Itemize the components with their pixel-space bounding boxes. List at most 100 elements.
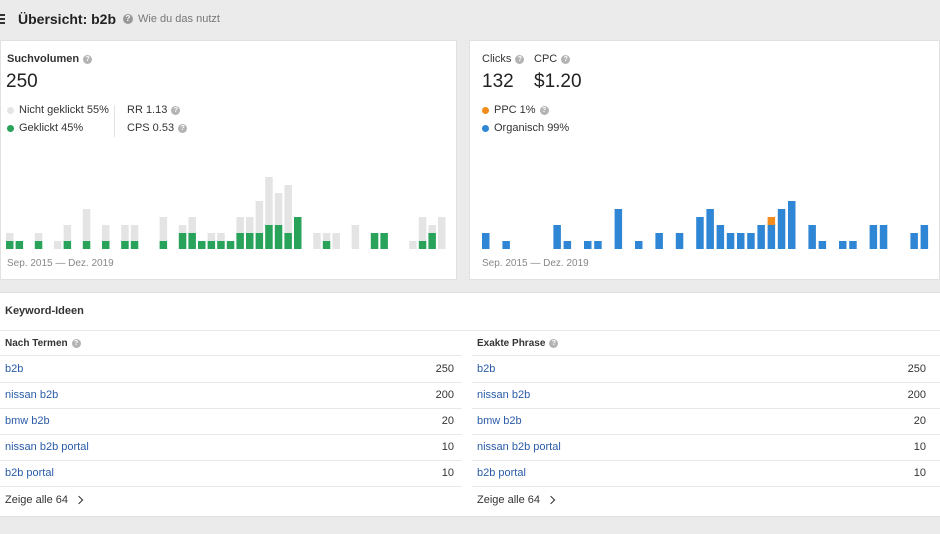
keyword-link[interactable]: bmw b2b (5, 415, 50, 427)
chart-bar[interactable] (246, 233, 254, 249)
chart-bar[interactable] (502, 241, 510, 249)
chart-bar[interactable] (178, 225, 187, 233)
chart-bar[interactable] (265, 225, 273, 249)
chart-bar[interactable] (226, 241, 235, 249)
chart-bar[interactable] (438, 217, 446, 249)
chart-bar[interactable] (594, 241, 602, 249)
cpc-help-icon[interactable]: ? (561, 55, 571, 64)
chart-bar[interactable] (63, 241, 72, 249)
chart-bar[interactable] (217, 233, 225, 241)
chart-bar[interactable] (322, 241, 331, 249)
chart-bar[interactable] (767, 217, 776, 225)
chart-bar[interactable] (869, 225, 878, 249)
chart-bar[interactable] (34, 241, 43, 249)
chart-bar[interactable] (217, 241, 225, 249)
chart-bar[interactable] (428, 225, 436, 233)
ppc-help-icon[interactable]: ? (539, 105, 549, 115)
chart-bar[interactable] (274, 225, 283, 249)
chart-bar[interactable] (675, 233, 684, 249)
chart-bar[interactable] (920, 225, 929, 249)
chart-bar[interactable] (102, 225, 110, 241)
chart-bar[interactable] (409, 241, 417, 249)
chart-bar[interactable] (380, 233, 388, 249)
chart-bar[interactable] (102, 241, 110, 249)
chart-bar[interactable] (284, 233, 292, 249)
chart-bar[interactable] (82, 209, 91, 241)
show-all-exact-link[interactable]: Zeige alle 64 (477, 494, 556, 506)
chart-bar[interactable] (265, 177, 273, 225)
chart-bar[interactable] (737, 233, 745, 249)
chart-bar[interactable] (130, 225, 139, 241)
keyword-link[interactable]: b2b (5, 363, 24, 375)
chart-bar[interactable] (121, 225, 129, 241)
chart-bar[interactable] (726, 233, 735, 249)
show-all-terms-link[interactable]: Zeige alle 64 (5, 494, 84, 506)
chart-bar[interactable] (614, 209, 623, 249)
cps-help-icon[interactable]: ? (178, 123, 188, 133)
chart-bar[interactable] (849, 241, 857, 249)
chart-bar[interactable] (818, 241, 827, 249)
chart-bar[interactable] (563, 241, 572, 249)
chart-bar[interactable] (757, 225, 765, 249)
chart-bar[interactable] (418, 241, 427, 249)
chart-bar[interactable] (716, 225, 725, 249)
chart-bar[interactable] (418, 217, 427, 241)
chart-bar[interactable] (482, 233, 490, 249)
chart-bar[interactable] (284, 185, 292, 233)
chart-bar[interactable] (910, 233, 918, 249)
chart-bar[interactable] (6, 233, 14, 241)
menu-icon[interactable] (0, 14, 5, 24)
chart-bar[interactable] (747, 233, 755, 249)
chart-bar[interactable] (121, 241, 129, 249)
chart-bar[interactable] (63, 225, 72, 241)
chart-bar[interactable] (246, 217, 254, 233)
chart-bar[interactable] (274, 193, 283, 225)
keyword-link[interactable]: b2b (477, 363, 496, 375)
keyword-link[interactable]: nissan b2b portal (477, 441, 561, 453)
chart-bar[interactable] (6, 241, 14, 249)
keyword-link[interactable]: b2b portal (5, 467, 54, 479)
chart-bar[interactable] (159, 217, 168, 241)
chart-bar[interactable] (322, 233, 331, 241)
clicks-help-icon[interactable]: ? (515, 55, 525, 64)
exact-help-icon[interactable]: ? (549, 339, 559, 348)
chart-bar[interactable] (808, 225, 816, 249)
chart-bar[interactable] (236, 233, 244, 249)
keyword-link[interactable]: bmw b2b (477, 415, 522, 427)
chart-bar[interactable] (696, 217, 704, 249)
chart-bar[interactable] (198, 241, 206, 249)
chart-bar[interactable] (82, 241, 91, 249)
chart-bar[interactable] (159, 241, 168, 249)
chart-bar[interactable] (839, 241, 847, 249)
chart-bar[interactable] (635, 241, 643, 249)
keyword-link[interactable]: nissan b2b portal (5, 441, 89, 453)
chart-bar[interactable] (584, 241, 592, 249)
chart-bar[interactable] (15, 241, 24, 249)
chart-bar[interactable] (553, 225, 561, 249)
chart-bar[interactable] (255, 233, 264, 249)
chart-bar[interactable] (294, 217, 302, 249)
rr-help-icon[interactable]: ? (171, 105, 181, 115)
chart-bar[interactable] (207, 233, 216, 241)
chart-bar[interactable] (188, 217, 196, 233)
chart-bar[interactable] (370, 233, 379, 249)
chart-bar[interactable] (207, 241, 216, 249)
chart-bar[interactable] (34, 233, 43, 241)
chart-bar[interactable] (188, 233, 196, 249)
help-link[interactable]: ? Wie du das nutzt (123, 13, 220, 25)
chart-bar[interactable] (255, 201, 264, 233)
chart-bar[interactable] (178, 233, 187, 249)
keyword-link[interactable]: nissan b2b (5, 389, 59, 401)
keyword-link[interactable]: b2b portal (477, 467, 526, 479)
chart-bar[interactable] (313, 233, 321, 249)
chart-bar[interactable] (788, 201, 796, 249)
chart-bar[interactable] (54, 241, 62, 249)
chart-bar[interactable] (332, 233, 340, 249)
chart-bar[interactable] (767, 225, 776, 249)
chart-bar[interactable] (351, 225, 360, 249)
chart-bar[interactable] (879, 225, 888, 249)
chart-bar[interactable] (655, 233, 663, 249)
chart-bar[interactable] (777, 209, 786, 249)
search-volume-help-icon[interactable]: ? (83, 55, 93, 64)
chart-bar[interactable] (706, 209, 714, 249)
